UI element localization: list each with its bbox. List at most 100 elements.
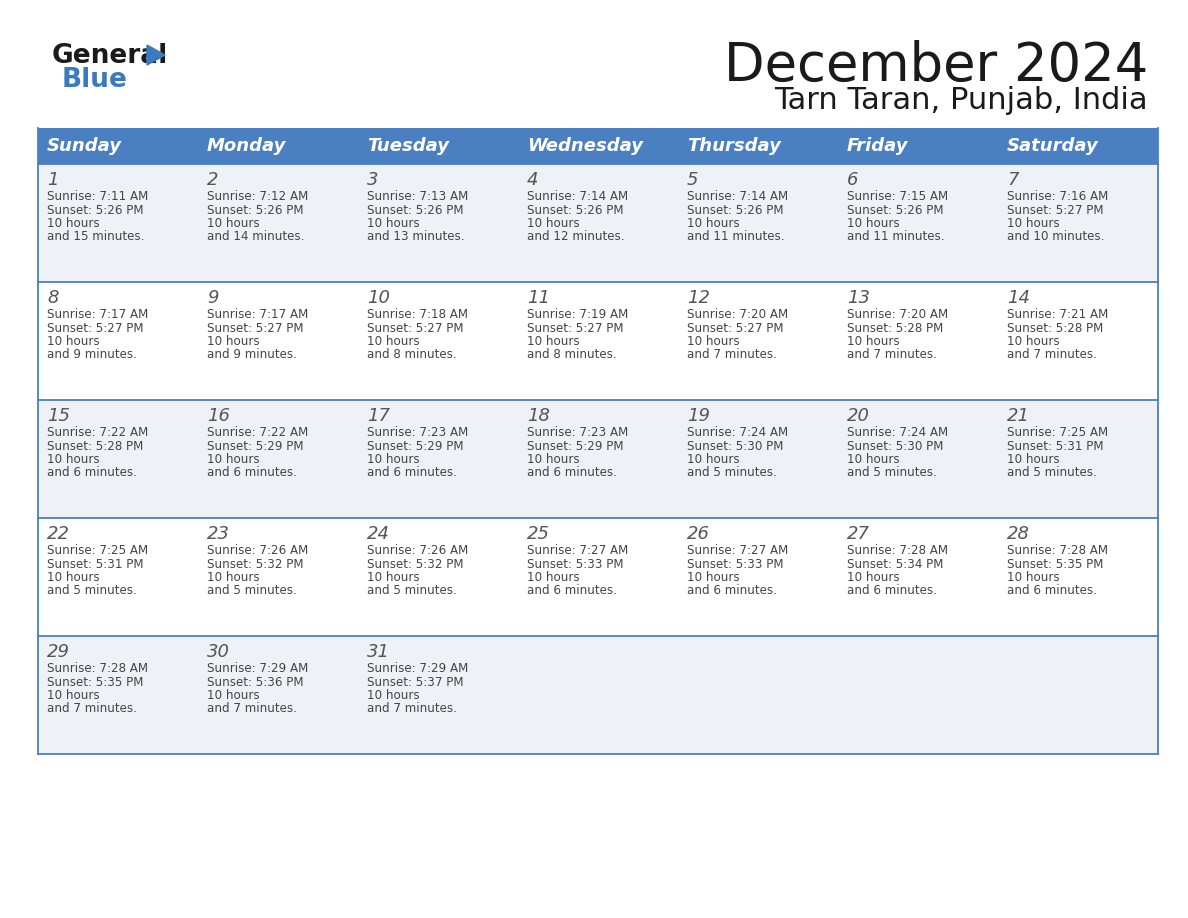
Text: Sunrise: 7:22 AM: Sunrise: 7:22 AM [207, 426, 308, 439]
Text: and 7 minutes.: and 7 minutes. [367, 702, 457, 715]
Text: and 6 minutes.: and 6 minutes. [1007, 585, 1097, 598]
Text: Sunrise: 7:23 AM: Sunrise: 7:23 AM [527, 426, 628, 439]
Text: Sunrise: 7:14 AM: Sunrise: 7:14 AM [527, 190, 628, 203]
Text: 10 hours: 10 hours [207, 689, 260, 702]
Text: and 9 minutes.: and 9 minutes. [48, 349, 137, 362]
Text: 10 hours: 10 hours [48, 335, 100, 348]
Text: Sunset: 5:26 PM: Sunset: 5:26 PM [847, 204, 943, 217]
Text: Sunrise: 7:26 AM: Sunrise: 7:26 AM [367, 544, 468, 557]
Text: Sunset: 5:33 PM: Sunset: 5:33 PM [527, 557, 624, 570]
Text: Sunrise: 7:28 AM: Sunrise: 7:28 AM [847, 544, 948, 557]
Text: 15: 15 [48, 407, 70, 425]
Text: 23: 23 [207, 525, 230, 543]
Text: 25: 25 [527, 525, 550, 543]
Text: and 5 minutes.: and 5 minutes. [1007, 466, 1097, 479]
Text: Sunrise: 7:17 AM: Sunrise: 7:17 AM [207, 308, 308, 321]
Text: 13: 13 [847, 289, 870, 307]
Text: and 11 minutes.: and 11 minutes. [847, 230, 944, 243]
Text: Sunrise: 7:13 AM: Sunrise: 7:13 AM [367, 190, 468, 203]
Text: 24: 24 [367, 525, 390, 543]
Text: Blue: Blue [62, 67, 128, 93]
Text: Sunset: 5:32 PM: Sunset: 5:32 PM [367, 557, 463, 570]
Text: Sunrise: 7:27 AM: Sunrise: 7:27 AM [687, 544, 789, 557]
Text: 7: 7 [1007, 171, 1018, 189]
Text: 5: 5 [687, 171, 699, 189]
Text: Sunset: 5:27 PM: Sunset: 5:27 PM [527, 321, 624, 334]
Text: Sunset: 5:34 PM: Sunset: 5:34 PM [847, 557, 943, 570]
Text: and 6 minutes.: and 6 minutes. [847, 585, 937, 598]
Text: Saturday: Saturday [1007, 137, 1099, 155]
Text: 10 hours: 10 hours [367, 335, 419, 348]
Text: 28: 28 [1007, 525, 1030, 543]
Text: and 5 minutes.: and 5 minutes. [847, 466, 937, 479]
Text: Sunset: 5:27 PM: Sunset: 5:27 PM [687, 321, 784, 334]
Text: Sunset: 5:26 PM: Sunset: 5:26 PM [687, 204, 784, 217]
Text: 10 hours: 10 hours [527, 571, 580, 584]
Text: 10: 10 [367, 289, 390, 307]
Text: 9: 9 [207, 289, 219, 307]
Text: and 10 minutes.: and 10 minutes. [1007, 230, 1105, 243]
Text: Monday: Monday [207, 137, 286, 155]
Text: 2: 2 [207, 171, 219, 189]
Text: Sunrise: 7:27 AM: Sunrise: 7:27 AM [527, 544, 628, 557]
Text: 17: 17 [367, 407, 390, 425]
Text: 10 hours: 10 hours [687, 571, 740, 584]
Text: 10 hours: 10 hours [1007, 217, 1060, 230]
Text: and 7 minutes.: and 7 minutes. [48, 702, 137, 715]
Text: Sunrise: 7:26 AM: Sunrise: 7:26 AM [207, 544, 308, 557]
Text: and 6 minutes.: and 6 minutes. [207, 466, 297, 479]
Text: Sunrise: 7:19 AM: Sunrise: 7:19 AM [527, 308, 628, 321]
Text: 10 hours: 10 hours [687, 217, 740, 230]
Text: 27: 27 [847, 525, 870, 543]
Text: 21: 21 [1007, 407, 1030, 425]
Text: Sunrise: 7:17 AM: Sunrise: 7:17 AM [48, 308, 148, 321]
Text: and 6 minutes.: and 6 minutes. [527, 466, 617, 479]
Text: and 5 minutes.: and 5 minutes. [687, 466, 777, 479]
Text: 18: 18 [527, 407, 550, 425]
Text: Sunrise: 7:18 AM: Sunrise: 7:18 AM [367, 308, 468, 321]
Text: Sunset: 5:26 PM: Sunset: 5:26 PM [367, 204, 463, 217]
Text: 10 hours: 10 hours [527, 453, 580, 466]
Text: 29: 29 [48, 643, 70, 661]
Text: and 7 minutes.: and 7 minutes. [1007, 349, 1097, 362]
Text: 10 hours: 10 hours [367, 689, 419, 702]
Text: Sunset: 5:37 PM: Sunset: 5:37 PM [367, 676, 463, 688]
Text: 10 hours: 10 hours [687, 453, 740, 466]
Text: Sunset: 5:28 PM: Sunset: 5:28 PM [48, 440, 144, 453]
Text: and 11 minutes.: and 11 minutes. [687, 230, 784, 243]
Text: 1: 1 [48, 171, 58, 189]
Text: and 6 minutes.: and 6 minutes. [48, 466, 137, 479]
Text: 10 hours: 10 hours [367, 217, 419, 230]
Text: Sunset: 5:29 PM: Sunset: 5:29 PM [527, 440, 624, 453]
Text: and 5 minutes.: and 5 minutes. [367, 585, 456, 598]
Text: Sunrise: 7:23 AM: Sunrise: 7:23 AM [367, 426, 468, 439]
Text: Sunset: 5:27 PM: Sunset: 5:27 PM [1007, 204, 1104, 217]
Text: Sunrise: 7:25 AM: Sunrise: 7:25 AM [1007, 426, 1108, 439]
Text: and 6 minutes.: and 6 minutes. [687, 585, 777, 598]
Text: Sunrise: 7:29 AM: Sunrise: 7:29 AM [367, 662, 468, 675]
Bar [38, 518, 1158, 636]
Text: Sunset: 5:26 PM: Sunset: 5:26 PM [48, 204, 144, 217]
Text: 12: 12 [687, 289, 710, 307]
Text: Sunset: 5:28 PM: Sunset: 5:28 PM [847, 321, 943, 334]
Text: and 15 minutes.: and 15 minutes. [48, 230, 145, 243]
Text: and 5 minutes.: and 5 minutes. [207, 585, 297, 598]
Text: and 9 minutes.: and 9 minutes. [207, 349, 297, 362]
Text: Sunrise: 7:11 AM: Sunrise: 7:11 AM [48, 190, 148, 203]
Text: Sunrise: 7:24 AM: Sunrise: 7:24 AM [847, 426, 948, 439]
Text: 10 hours: 10 hours [207, 571, 260, 584]
Text: Sunset: 5:28 PM: Sunset: 5:28 PM [1007, 321, 1104, 334]
Text: Sunrise: 7:24 AM: Sunrise: 7:24 AM [687, 426, 788, 439]
Text: Thursday: Thursday [687, 137, 781, 155]
Text: Sunset: 5:35 PM: Sunset: 5:35 PM [48, 676, 144, 688]
Text: 10 hours: 10 hours [48, 453, 100, 466]
Text: Sunrise: 7:22 AM: Sunrise: 7:22 AM [48, 426, 148, 439]
Text: Sunday: Sunday [48, 137, 122, 155]
Text: Sunrise: 7:16 AM: Sunrise: 7:16 AM [1007, 190, 1108, 203]
Text: Sunset: 5:33 PM: Sunset: 5:33 PM [687, 557, 784, 570]
Text: 10 hours: 10 hours [847, 217, 899, 230]
Text: 3: 3 [367, 171, 379, 189]
Text: Tuesday: Tuesday [367, 137, 449, 155]
Text: 10 hours: 10 hours [48, 689, 100, 702]
Text: Sunrise: 7:29 AM: Sunrise: 7:29 AM [207, 662, 308, 675]
